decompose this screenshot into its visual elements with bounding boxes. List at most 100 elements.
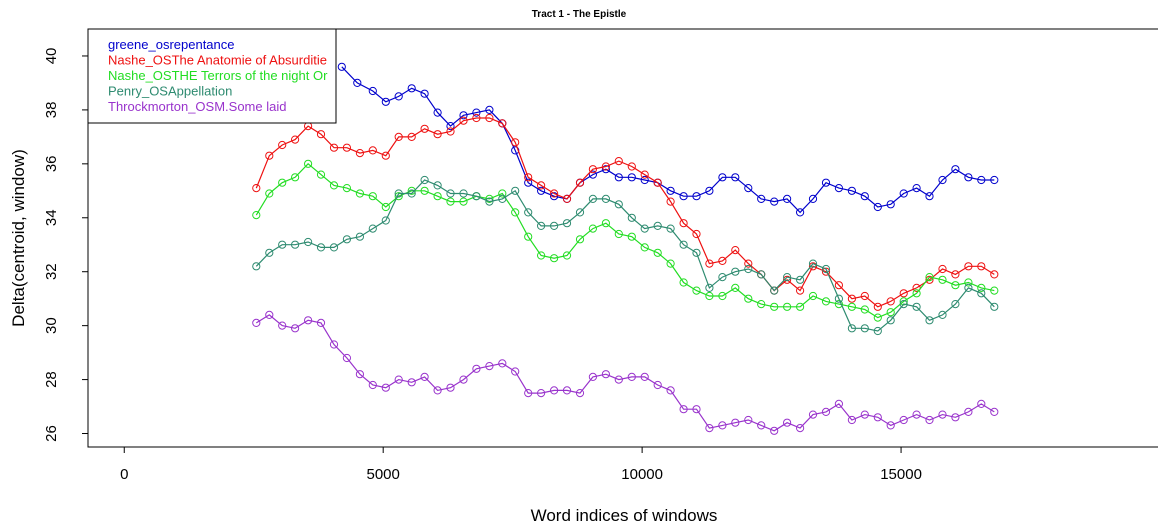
data-point	[459, 197, 468, 206]
data-point	[796, 275, 805, 284]
data-point	[562, 194, 572, 203]
data-point	[679, 192, 688, 201]
data-point	[938, 410, 947, 419]
data-point	[925, 316, 934, 325]
data-point	[329, 340, 339, 349]
legend-entry: Penry_OSAppellation	[108, 84, 232, 99]
x-tick-label: 15000	[880, 466, 922, 483]
data-point	[485, 113, 494, 123]
data-point	[990, 286, 999, 295]
data-point	[640, 224, 649, 233]
data-point	[886, 297, 895, 306]
data-point	[821, 297, 831, 306]
data-point	[601, 165, 611, 174]
data-point	[757, 194, 766, 203]
data-point	[808, 194, 818, 203]
data-point	[588, 170, 598, 179]
data-point	[433, 130, 442, 139]
data-point	[381, 216, 390, 225]
data-point	[757, 270, 766, 279]
data-point	[433, 386, 442, 395]
data-point	[783, 275, 792, 284]
data-point	[808, 410, 818, 419]
data-point	[899, 415, 908, 425]
data-point	[485, 105, 494, 115]
data-point	[847, 302, 857, 311]
data-point	[394, 189, 403, 198]
data-point	[575, 208, 585, 217]
data-point	[666, 259, 675, 268]
data-point	[337, 62, 346, 71]
y-tick-label: 30	[43, 317, 60, 334]
data-point	[679, 219, 688, 228]
data-point	[731, 418, 740, 427]
data-point	[640, 243, 649, 252]
data-point	[796, 302, 805, 311]
data-point	[692, 229, 701, 239]
data-point	[420, 372, 429, 381]
data-point	[291, 240, 300, 249]
data-point	[783, 273, 792, 282]
series-group	[252, 113, 999, 311]
data-point	[860, 291, 869, 301]
data-point	[964, 283, 973, 292]
data-point	[757, 421, 766, 430]
data-point	[744, 259, 753, 268]
data-point	[329, 143, 339, 152]
data-point	[524, 178, 533, 187]
data-point	[614, 157, 623, 166]
data-point	[433, 192, 442, 201]
data-point	[731, 283, 740, 292]
data-point	[718, 291, 727, 301]
data-point	[744, 264, 753, 274]
data-point	[407, 378, 416, 387]
plot-frame	[87, 28, 1158, 448]
data-point	[847, 324, 857, 333]
data-point	[925, 275, 934, 284]
data-point	[783, 194, 792, 203]
data-point	[977, 283, 986, 292]
data-point	[912, 410, 921, 419]
data-point	[899, 189, 908, 198]
data-point	[692, 405, 701, 414]
data-point	[355, 189, 364, 198]
data-point	[808, 262, 818, 271]
data-point	[498, 119, 507, 128]
data-point	[562, 251, 572, 260]
data-point	[653, 380, 662, 390]
data-point	[796, 424, 805, 433]
data-point	[537, 186, 546, 195]
legend-entry: Nashe_OSThe Anatomie of Absurditie	[108, 53, 327, 68]
data-point	[550, 386, 559, 395]
data-point	[446, 127, 455, 136]
data-point	[278, 140, 287, 150]
data-point	[588, 194, 598, 203]
data-point	[537, 251, 546, 260]
data-point	[316, 170, 326, 179]
y-tick-label: 36	[43, 155, 60, 172]
data-point	[368, 86, 377, 96]
data-point	[821, 267, 831, 276]
data-point	[964, 278, 973, 287]
data-point	[485, 362, 494, 371]
data-point	[524, 389, 533, 398]
data-point	[265, 310, 274, 319]
data-point	[796, 208, 805, 217]
data-point	[537, 221, 546, 230]
data-point	[614, 173, 623, 182]
data-point	[407, 132, 416, 141]
data-point	[407, 84, 416, 93]
data-point	[925, 273, 934, 282]
data-point	[252, 184, 261, 193]
data-point	[394, 132, 403, 141]
data-point	[459, 189, 468, 198]
data-point	[640, 175, 649, 185]
data-point	[420, 175, 429, 185]
data-point	[614, 375, 623, 384]
data-point	[511, 367, 520, 376]
data-point	[278, 178, 287, 187]
data-point	[783, 418, 792, 427]
data-point	[381, 383, 390, 392]
series-group	[252, 175, 999, 336]
data-point	[601, 162, 611, 171]
